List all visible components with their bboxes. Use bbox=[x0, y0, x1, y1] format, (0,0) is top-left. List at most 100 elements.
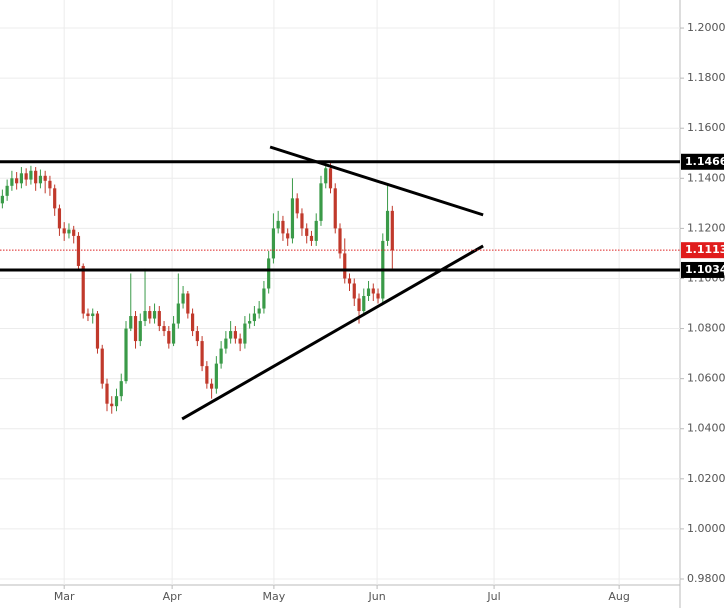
x-tick-label: Jul bbox=[486, 590, 500, 603]
candle-body bbox=[53, 188, 57, 209]
candle-body bbox=[219, 348, 223, 364]
y-tick-label: 1.0000 bbox=[687, 522, 725, 535]
candle-body bbox=[157, 311, 161, 327]
candle-body bbox=[186, 293, 190, 314]
candle-body bbox=[124, 328, 128, 382]
candle-body bbox=[243, 323, 247, 344]
candle-body bbox=[43, 175, 47, 181]
candle-body bbox=[352, 283, 356, 299]
last-price-label: 1.1113 bbox=[685, 243, 725, 256]
candle-body bbox=[100, 348, 104, 384]
candle-body bbox=[91, 313, 95, 317]
candle-body bbox=[148, 311, 152, 319]
y-tick-label: 1.0200 bbox=[687, 472, 725, 485]
candle-body bbox=[72, 229, 76, 236]
candle-body bbox=[257, 308, 261, 314]
candle-body bbox=[309, 235, 314, 241]
candle-body bbox=[195, 331, 199, 342]
candle-body bbox=[5, 185, 9, 196]
x-tick-label: May bbox=[263, 590, 286, 603]
candle-body bbox=[10, 178, 14, 186]
candle-body bbox=[238, 338, 242, 344]
last-price-box bbox=[681, 242, 724, 259]
candle-body bbox=[390, 210, 394, 251]
x-tick-label: Apr bbox=[163, 590, 183, 603]
y-tick-label: 1.1200 bbox=[687, 221, 725, 234]
candle-body bbox=[114, 396, 119, 407]
candle-body bbox=[133, 316, 138, 342]
candle-body bbox=[176, 303, 180, 324]
y-tick-label: 0.9800 bbox=[687, 572, 725, 585]
level-box bbox=[681, 153, 724, 170]
x-tick-label: Jun bbox=[367, 590, 385, 603]
x-tick-label: Aug bbox=[608, 590, 629, 603]
candle-body bbox=[366, 288, 371, 297]
candle-body bbox=[76, 235, 81, 266]
candle-body bbox=[371, 288, 375, 294]
candle-body bbox=[267, 258, 271, 289]
candle-body bbox=[295, 198, 299, 214]
candle-body bbox=[343, 253, 347, 279]
candle-body bbox=[328, 168, 333, 189]
candle-body bbox=[0, 195, 4, 204]
y-tick-label: 1.1400 bbox=[687, 171, 725, 184]
candle-body bbox=[357, 298, 361, 312]
candle-body bbox=[62, 228, 66, 234]
candle-body bbox=[200, 341, 204, 367]
candle-body bbox=[281, 220, 285, 234]
candle-body bbox=[385, 210, 390, 241]
x-tick-label: Mar bbox=[54, 590, 75, 603]
candle-body bbox=[119, 381, 123, 397]
candle-body bbox=[143, 311, 147, 322]
candle-body bbox=[190, 313, 195, 332]
candle-body bbox=[162, 326, 166, 332]
candle-body bbox=[171, 323, 176, 344]
candle-body bbox=[110, 403, 114, 407]
candle-body bbox=[262, 288, 266, 309]
candle-body bbox=[319, 183, 323, 221]
candle-body bbox=[29, 170, 33, 180]
candle-body bbox=[105, 383, 109, 404]
candle-body bbox=[81, 265, 85, 314]
y-tick-label: 1.1800 bbox=[687, 71, 725, 84]
candle-body bbox=[305, 228, 309, 236]
candle-body bbox=[324, 168, 328, 184]
y-tick-label: 1.1600 bbox=[687, 121, 725, 134]
level-label: 1.1034 bbox=[685, 263, 725, 276]
candle-body bbox=[129, 316, 133, 329]
candle-body bbox=[362, 296, 366, 312]
candle-body bbox=[167, 331, 171, 344]
candle-body bbox=[333, 188, 337, 229]
candle-body bbox=[248, 321, 252, 324]
candle-body bbox=[210, 383, 214, 389]
candle-body bbox=[300, 213, 304, 229]
candle-body bbox=[224, 338, 228, 349]
candle-body bbox=[95, 313, 100, 349]
y-tick-label: 1.0600 bbox=[687, 372, 725, 385]
candle-body bbox=[138, 321, 142, 342]
candle-body bbox=[229, 331, 233, 339]
y-tick-label: 1.0400 bbox=[687, 422, 725, 435]
trend-line bbox=[269, 145, 484, 217]
candle-body bbox=[19, 173, 23, 184]
candle-body bbox=[214, 363, 218, 389]
candle-body bbox=[181, 293, 185, 304]
candle-body bbox=[314, 220, 318, 241]
level-box bbox=[681, 261, 724, 278]
y-tick-label: 1.0800 bbox=[687, 322, 725, 335]
candle-body bbox=[38, 175, 43, 184]
candle-body bbox=[67, 229, 71, 234]
candle-body bbox=[347, 278, 352, 284]
candle-body bbox=[233, 331, 237, 339]
y-tick-label: 1.2000 bbox=[687, 21, 725, 34]
candle-body bbox=[271, 228, 276, 259]
candle-body bbox=[376, 293, 380, 299]
candle-body bbox=[15, 178, 19, 184]
candle-body bbox=[86, 313, 90, 317]
level-label: 1.1466 bbox=[685, 155, 725, 168]
candle-body bbox=[252, 313, 257, 322]
candle-body bbox=[276, 220, 280, 229]
candle-body bbox=[152, 311, 157, 319]
candle-body bbox=[205, 366, 209, 384]
